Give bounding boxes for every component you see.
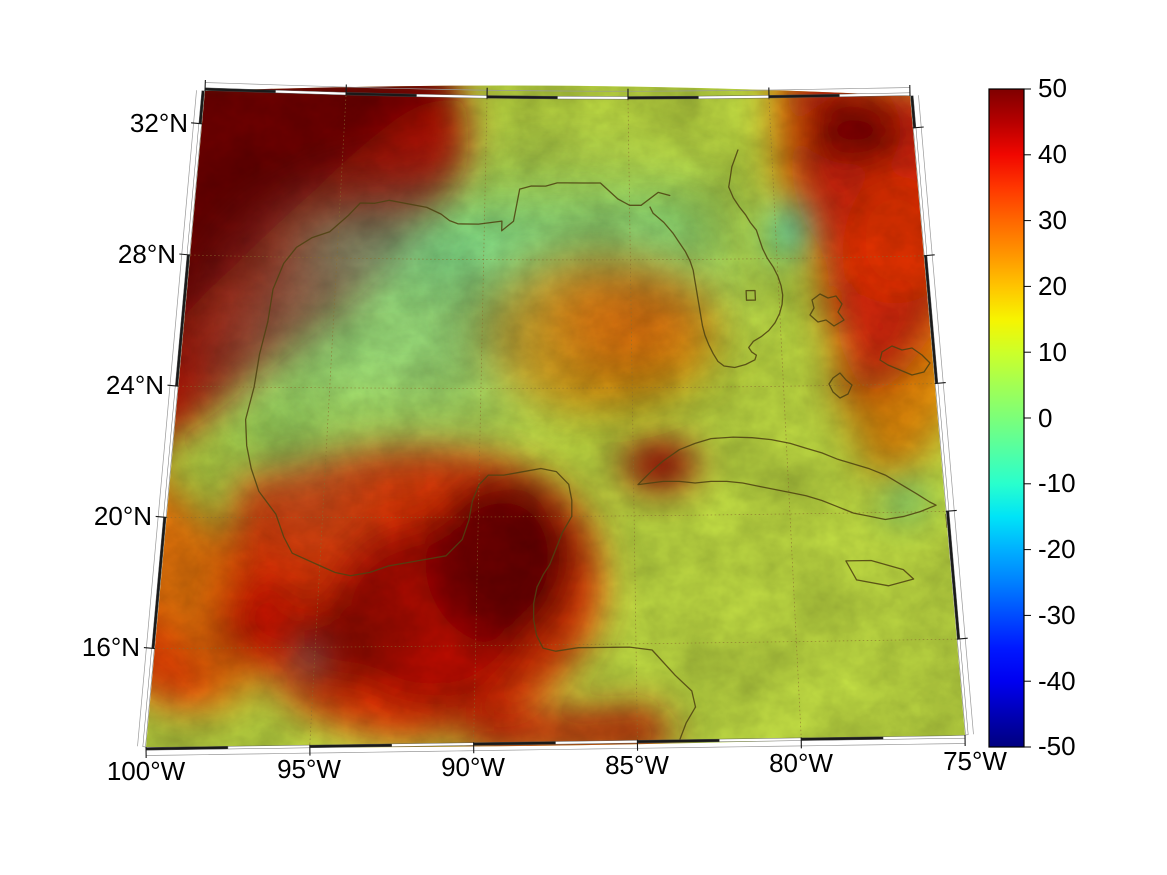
svg-text:-30: -30 xyxy=(1038,600,1076,630)
svg-text:40: 40 xyxy=(1038,139,1067,169)
svg-text:30: 30 xyxy=(1038,205,1067,235)
svg-text:-10: -10 xyxy=(1038,468,1076,498)
svg-text:20: 20 xyxy=(1038,271,1067,301)
svg-text:100°W: 100°W xyxy=(107,756,186,786)
svg-text:-40: -40 xyxy=(1038,666,1076,696)
svg-text:24°N: 24°N xyxy=(106,370,164,400)
svg-text:50: 50 xyxy=(1038,73,1067,103)
svg-text:32°N: 32°N xyxy=(130,108,188,138)
svg-text:75°W: 75°W xyxy=(943,746,1007,776)
svg-text:-50: -50 xyxy=(1038,731,1076,761)
svg-text:0: 0 xyxy=(1038,403,1052,433)
svg-text:80°W: 80°W xyxy=(769,748,833,778)
svg-text:95°W: 95°W xyxy=(277,754,341,784)
svg-text:20°N: 20°N xyxy=(94,501,152,531)
svg-text:85°W: 85°W xyxy=(605,750,669,780)
svg-text:16°N: 16°N xyxy=(82,632,140,662)
svg-text:10: 10 xyxy=(1038,337,1067,367)
svg-text:90°W: 90°W xyxy=(441,752,505,782)
svg-text:28°N: 28°N xyxy=(118,239,176,269)
svg-text:-20: -20 xyxy=(1038,534,1076,564)
